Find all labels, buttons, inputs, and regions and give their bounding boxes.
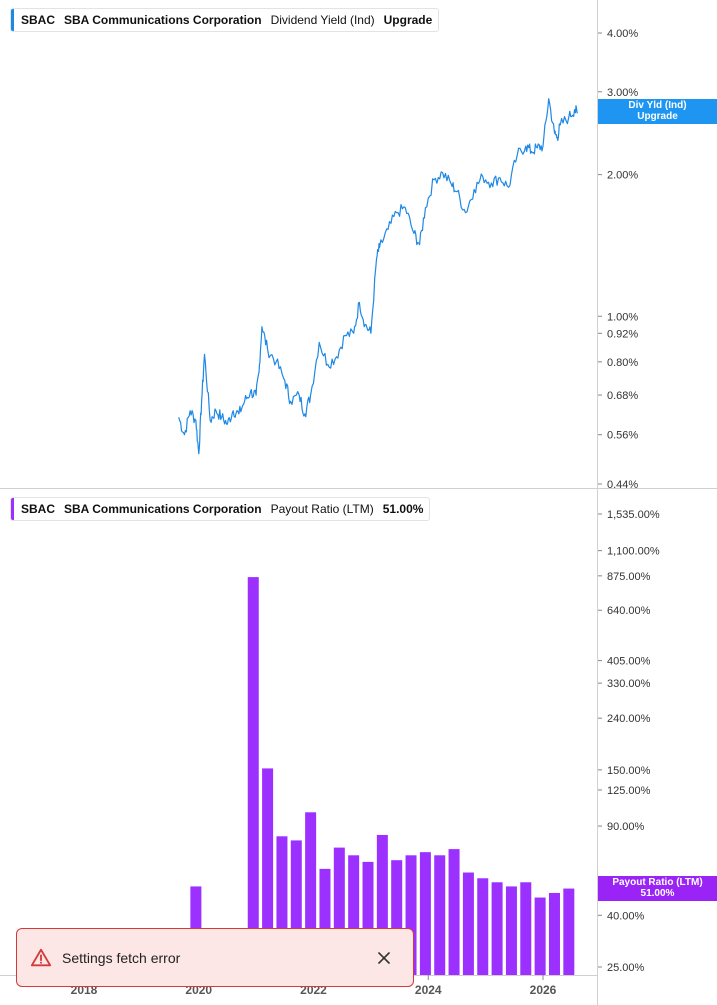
- payout-bar[interactable]: [305, 812, 317, 975]
- last-value-tag-dividend-yield: Div Yld (Ind) Upgrade: [598, 99, 717, 124]
- last-value-tag-payout-ratio: Payout Ratio (LTM) 51.00%: [598, 876, 717, 901]
- close-icon: [378, 951, 390, 964]
- payout-bar[interactable]: [376, 834, 388, 975]
- payout-axis-tick-label: 640.00%: [607, 605, 651, 617]
- yield-axis-tick-label: 0.68%: [607, 390, 638, 402]
- payout-bar[interactable]: [333, 847, 345, 975]
- payout-bar[interactable]: [491, 882, 503, 975]
- payout-bar[interactable]: [434, 855, 446, 975]
- payout-bar[interactable]: [505, 886, 517, 975]
- yield-axis-tick-label: 0.44%: [607, 479, 638, 491]
- yield-axis-tick-label: 0.80%: [607, 357, 638, 369]
- yield-axis-tick-label: 1.00%: [607, 311, 638, 323]
- yield-axis-tick-label: 0.56%: [607, 430, 638, 442]
- payout-bar[interactable]: [391, 860, 403, 975]
- payout-axis-tick-label: 405.00%: [607, 656, 651, 668]
- yield-axis-tick-label: 3.00%: [607, 87, 638, 99]
- payout-bar[interactable]: [262, 768, 274, 975]
- payout-bar[interactable]: [362, 861, 374, 975]
- legend-company: SBA Communications Corporation: [64, 13, 262, 27]
- payout-bar[interactable]: [290, 840, 302, 975]
- series-color-marker: [11, 9, 14, 31]
- payout-bar[interactable]: [405, 855, 417, 975]
- payout-bar[interactable]: [477, 878, 489, 975]
- payout-axis-tick-label: 1,535.00%: [607, 509, 660, 521]
- payout-bar[interactable]: [348, 855, 360, 975]
- payout-axis-tick-label: 150.00%: [607, 765, 651, 777]
- payout-axis-tick-label: 40.00%: [607, 910, 645, 922]
- legend-company: SBA Communications Corporation: [64, 502, 262, 516]
- payout-axis-tick-label: 125.00%: [607, 785, 651, 797]
- legend-metric: Payout Ratio (LTM): [270, 502, 374, 516]
- toast-message: Settings fetch error: [62, 949, 181, 966]
- tag-line: Div Yld (Ind): [628, 100, 687, 111]
- payout-bar[interactable]: [448, 849, 460, 975]
- payout-bar[interactable]: [534, 897, 546, 975]
- legend-value: 51.00%: [382, 502, 424, 516]
- tag-line: Payout Ratio (LTM): [612, 877, 703, 888]
- tag-line: Upgrade: [637, 111, 678, 122]
- legend-value[interactable]: Upgrade: [383, 13, 433, 27]
- x-tick-label: 2024: [415, 983, 442, 997]
- payout-axis-tick-label: 875.00%: [607, 571, 651, 583]
- payout-axis-tick-label: 1,100.00%: [607, 546, 660, 558]
- payout-axis-tick-label: 25.00%: [607, 962, 645, 974]
- x-tick-label: 2026: [530, 983, 557, 997]
- yield-axis-tick-label: 2.00%: [607, 170, 638, 182]
- error-toast: Settings fetch error: [16, 928, 414, 987]
- legend-ticker: SBAC: [21, 502, 56, 516]
- series-color-marker: [11, 498, 14, 520]
- payout-bar[interactable]: [276, 836, 288, 975]
- legend-payout-ratio[interactable]: SBAC SBA Communications Corporation Payo…: [10, 497, 431, 521]
- payout-axis-tick-label: 240.00%: [607, 713, 651, 725]
- payout-bar[interactable]: [462, 872, 474, 975]
- legend-dividend-yield[interactable]: SBAC SBA Communications Corporation Divi…: [10, 8, 440, 32]
- payout-bar[interactable]: [563, 888, 575, 975]
- payout-axis-tick-label: 330.00%: [607, 678, 651, 690]
- payout-axis-tick-label: 90.00%: [607, 821, 645, 833]
- warning-icon: [30, 948, 52, 966]
- legend-metric: Dividend Yield (Ind): [270, 13, 375, 27]
- payout-bar[interactable]: [520, 882, 532, 975]
- toast-close-button[interactable]: [369, 943, 399, 973]
- yield-axis-tick-label: 4.00%: [607, 28, 638, 40]
- yield-axis-tick-label: 0.92%: [607, 328, 638, 340]
- payout-bar[interactable]: [319, 868, 331, 975]
- payout-bar[interactable]: [247, 577, 259, 975]
- payout-bar[interactable]: [548, 892, 560, 975]
- dividend-yield-line[interactable]: [178, 98, 578, 455]
- legend-ticker: SBAC: [21, 13, 56, 27]
- tag-line: 51.00%: [640, 888, 675, 899]
- payout-bar[interactable]: [419, 852, 431, 975]
